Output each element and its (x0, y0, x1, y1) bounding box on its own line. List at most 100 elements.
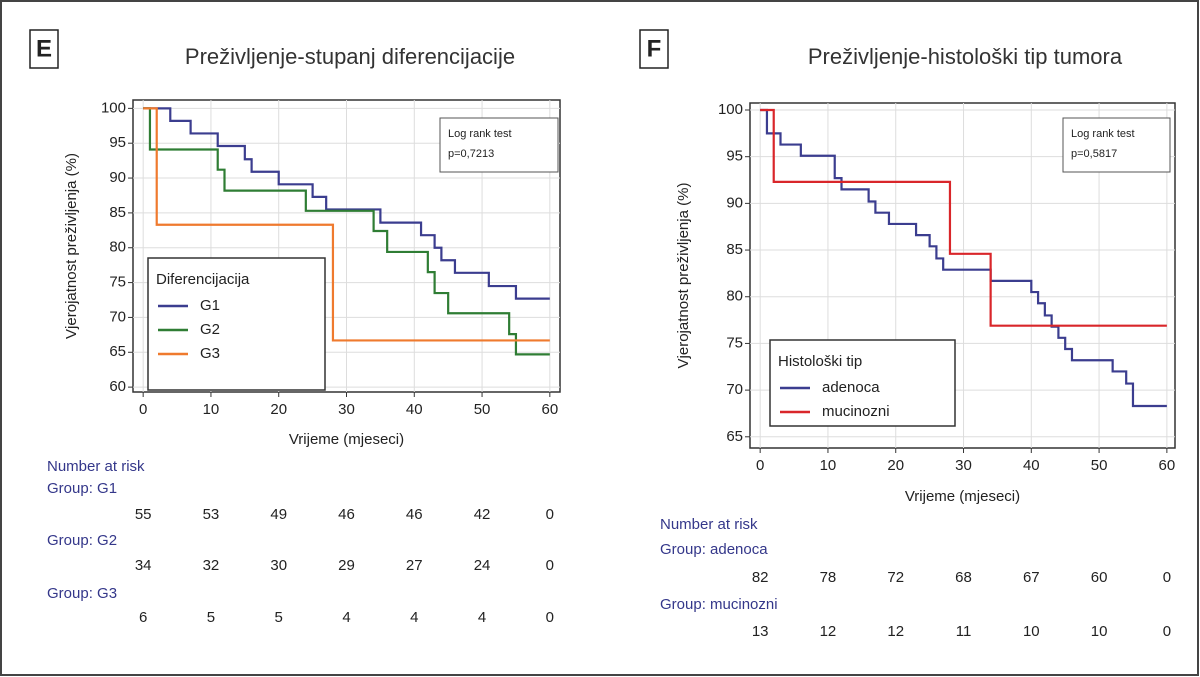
x-tick-label: 60 (541, 401, 558, 418)
panel-letter: F (647, 35, 662, 62)
risk-count: 5 (207, 609, 215, 626)
x-tick-label: 20 (887, 457, 904, 474)
risk-group-label: Group: G3 (47, 585, 117, 602)
legend-label: adenoca (822, 379, 880, 396)
risk-group-label: Group: G1 (47, 480, 117, 497)
y-tick-label: 70 (109, 308, 126, 325)
x-tick-label: 10 (203, 401, 220, 418)
survival-curve (760, 108, 1167, 408)
risk-count: 49 (270, 506, 287, 523)
panel-box (29, 29, 59, 69)
risk-count: 5 (275, 609, 283, 626)
risk-count: 68 (955, 569, 972, 586)
risk-count: 34 (135, 557, 152, 574)
legend-label: G2 (200, 321, 220, 338)
risk-count: 4 (342, 609, 350, 626)
risk-count: 29 (338, 557, 355, 574)
chart-title: Preživljenje-stupanj diferencijacije (185, 44, 515, 69)
y-tick-label: 95 (726, 148, 743, 165)
risk-title: Number at risk (47, 458, 145, 475)
risk-count: 67 (1023, 569, 1040, 586)
annotation: p=0,5817 (1071, 148, 1117, 160)
x-tick-label: 0 (756, 457, 764, 474)
risk-group-label: Group: mucinozni (660, 596, 778, 613)
survival-curve (143, 107, 550, 342)
legend-title: Histološki tip (778, 353, 862, 370)
y-axis-label: Vjerojatnost preživljenja (%) (675, 183, 692, 369)
x-tick-label: 50 (1091, 457, 1108, 474)
x-tick-label: 40 (406, 401, 423, 418)
x-axis-label: Vrijeme (mjeseci) (289, 431, 404, 448)
risk-count: 42 (474, 506, 491, 523)
risk-count: 0 (546, 506, 554, 523)
risk-count: 32 (203, 557, 220, 574)
risk-count: 12 (820, 623, 837, 640)
y-axis-label: Vjerojatnost preživljenja (%) (63, 153, 80, 339)
y-tick-label: 75 (726, 334, 743, 351)
legend-label: mucinozni (822, 403, 890, 420)
x-tick-label: 40 (1023, 457, 1040, 474)
annotation-box (439, 117, 559, 173)
legend-box (147, 257, 326, 391)
annotation: Log rank test (1071, 128, 1135, 140)
legend-label: G3 (200, 345, 220, 362)
y-tick-label: 80 (109, 239, 126, 256)
panel-letter: E (36, 35, 52, 62)
x-tick-label: 30 (955, 457, 972, 474)
risk-title: Number at risk (660, 516, 758, 533)
y-tick-label: 65 (726, 428, 743, 445)
risk-count: 60 (1091, 569, 1108, 586)
annotation: p=0,7213 (448, 148, 494, 160)
risk-count: 27 (406, 557, 423, 574)
survival-curve (143, 107, 550, 356)
x-tick-label: 20 (270, 401, 287, 418)
survival-curve (143, 107, 550, 300)
risk-count: 55 (135, 506, 152, 523)
survival-curve (760, 108, 1167, 327)
risk-count: 4 (410, 609, 418, 626)
risk-count: 46 (338, 506, 355, 523)
y-tick-label: 100 (101, 99, 126, 116)
x-tick-label: 0 (139, 401, 147, 418)
risk-count: 53 (203, 506, 220, 523)
y-tick-label: 95 (109, 134, 126, 151)
risk-count: 10 (1023, 623, 1040, 640)
y-tick-label: 75 (109, 274, 126, 291)
y-tick-label: 90 (726, 194, 743, 211)
risk-count: 6 (139, 609, 147, 626)
y-tick-label: 90 (109, 169, 126, 186)
y-tick-label: 60 (109, 378, 126, 395)
risk-count: 0 (546, 609, 554, 626)
risk-count: 12 (887, 623, 904, 640)
risk-count: 78 (820, 569, 837, 586)
y-tick-label: 100 (718, 101, 743, 118)
y-tick-label: 80 (726, 288, 743, 305)
risk-count: 0 (1163, 569, 1171, 586)
risk-count: 4 (478, 609, 486, 626)
risk-count: 30 (270, 557, 287, 574)
legend-label: G1 (200, 297, 220, 314)
chart-title: Preživljenje-histološki tip tumora (808, 44, 1123, 69)
legend-title: Diferencijacija (156, 271, 250, 288)
risk-group-label: Group: adenoca (660, 541, 768, 558)
panel-box (639, 29, 669, 69)
risk-count: 13 (752, 623, 769, 640)
x-tick-label: 60 (1159, 457, 1176, 474)
y-tick-label: 85 (109, 204, 126, 221)
risk-count: 11 (956, 623, 972, 640)
y-tick-label: 70 (726, 381, 743, 398)
annotation: Log rank test (448, 128, 512, 140)
risk-count: 46 (406, 506, 423, 523)
y-tick-label: 65 (109, 343, 126, 360)
y-tick-label: 85 (726, 241, 743, 258)
x-tick-label: 50 (474, 401, 491, 418)
risk-count: 10 (1091, 623, 1108, 640)
risk-count: 0 (546, 557, 554, 574)
risk-count: 82 (752, 569, 769, 586)
risk-group-label: Group: G2 (47, 532, 117, 549)
risk-count: 0 (1163, 623, 1171, 640)
x-tick-label: 10 (820, 457, 837, 474)
risk-count: 72 (887, 569, 904, 586)
